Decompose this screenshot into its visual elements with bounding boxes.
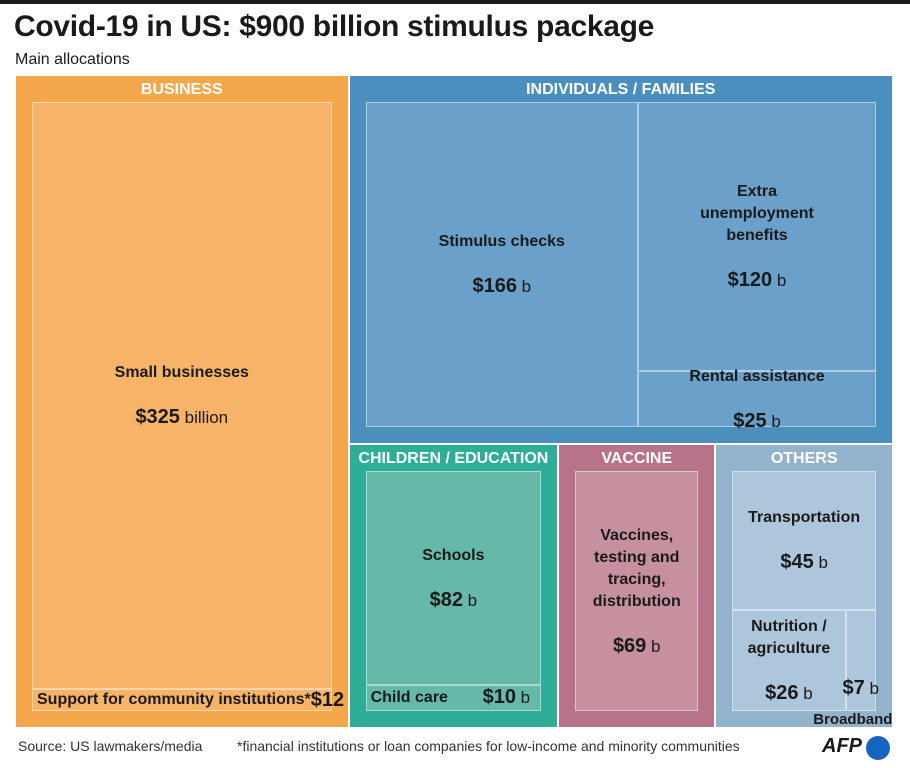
cell-value: $25 b bbox=[733, 409, 781, 432]
top-bar bbox=[0, 0, 910, 4]
treemap-cell: Nutrition / agriculture $26 b bbox=[732, 609, 846, 711]
treemap-cell: $7 b bbox=[842, 609, 879, 711]
cell-value: $166 b bbox=[472, 275, 532, 298]
group-box: BUSINESS Small businesses $325 billion Supp… bbox=[16, 76, 358, 727]
group-box: OTHERS Transportation $45 b Nutrition / agr… bbox=[716, 445, 893, 728]
chart-subtitle: Main allocations bbox=[15, 51, 130, 68]
treemap-cell: Rental assistance $25 b bbox=[638, 368, 876, 432]
group-header: OTHERS bbox=[770, 450, 838, 468]
logo: AFP bbox=[822, 735, 862, 757]
cell-value: $45 b bbox=[780, 550, 828, 573]
group-header: CHILDREN / EDUCATION bbox=[358, 450, 549, 468]
chart-title: Covid-19 in US: $900 billion stimulus pa… bbox=[14, 10, 655, 43]
treemap-cell: Extra unemployment benefits $120 b bbox=[638, 102, 876, 372]
treemap-cell: Stimulus checks $166 b bbox=[365, 102, 639, 428]
group-box: VACCINE Vaccines, testing and tracing, di… bbox=[559, 445, 715, 727]
cell-label: Rental assistance bbox=[689, 367, 825, 385]
cell-value: $69 b bbox=[612, 634, 661, 657]
footnote: *financial institutions or loan companie… bbox=[237, 738, 740, 754]
treemap-cell: Vaccines, testing and tracing, distribut… bbox=[575, 471, 699, 711]
cell-label: Vaccines, testing and tracing, distribut… bbox=[592, 526, 681, 610]
logo-dot bbox=[866, 736, 890, 760]
group-header: INDIVIDUALS / FAMILIES bbox=[526, 81, 716, 98]
group-box: CHILDREN / EDUCATION Schools $82 b Child ca… bbox=[349, 445, 558, 727]
cell-label: Broadband bbox=[813, 710, 893, 728]
treemap-cell: Schools $82 b bbox=[365, 471, 542, 685]
group-header: VACCINE bbox=[601, 450, 673, 468]
treemap-cell: Support for community institutions*$12 b bbox=[32, 689, 358, 711]
group-header: BUSINESS bbox=[140, 81, 223, 98]
treemap-cell: Transportation $45 b bbox=[732, 471, 876, 610]
cell-value: $7 b bbox=[842, 676, 879, 699]
cell-label: Transportation bbox=[748, 508, 861, 526]
cell-value: $325 billion bbox=[135, 406, 229, 429]
source: Source: US lawmakers/media bbox=[18, 738, 203, 754]
cell-label: Support for community institutions* bbox=[37, 691, 311, 709]
group-box: INDIVIDUALS / FAMILIES Stimulus checks $16… bbox=[349, 76, 892, 444]
cell-value: $26 b bbox=[765, 681, 813, 704]
cell-label: Extra unemployment benefits bbox=[700, 183, 814, 245]
cell-label: Schools bbox=[422, 546, 485, 564]
treemap-cell: Child care $10 b bbox=[365, 684, 542, 711]
cell-label: Stimulus checks bbox=[438, 233, 565, 251]
cell-value: $120 b bbox=[727, 269, 787, 292]
treemap-cell: Small businesses $325 billion bbox=[32, 102, 332, 690]
cell-value: $10 b bbox=[482, 686, 531, 709]
cell-label: Child care bbox=[370, 688, 448, 706]
cell-label: Small businesses bbox=[114, 364, 249, 382]
cell-value: $82 b bbox=[429, 588, 478, 611]
cell-label: Nutrition / agriculture bbox=[747, 617, 831, 657]
